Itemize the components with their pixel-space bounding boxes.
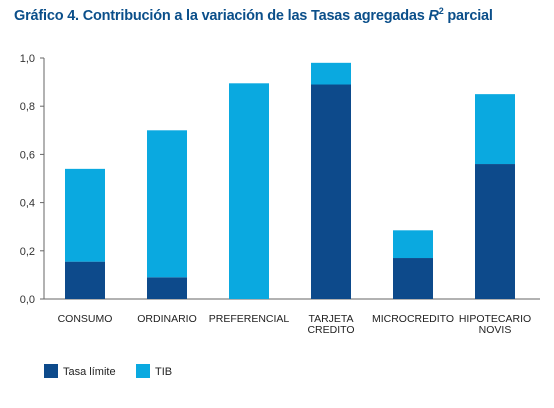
bar-segment-tib — [393, 230, 433, 259]
bar-segment-tib — [475, 94, 515, 165]
x-category-label: PREFERENCIAL — [209, 313, 290, 325]
y-tick-label: 0,4 — [20, 198, 35, 210]
legend-label-tib: TIB — [155, 366, 172, 378]
bar-segment-tib — [229, 83, 269, 300]
bar-segment-tasa-limite — [147, 277, 187, 299]
legend-swatch-tasa-limite — [44, 364, 58, 378]
y-tick-label: 0,0 — [20, 294, 35, 306]
bar-segment-tasa-limite — [65, 261, 105, 299]
bar-segment-tasa-limite — [475, 164, 515, 299]
y-tick-label: 0,2 — [20, 246, 35, 258]
x-category-label: MICROCREDITO — [372, 313, 454, 325]
x-category-label: ORDINARIO — [137, 313, 197, 325]
y-tick-label: 0,8 — [20, 101, 35, 113]
bar-segment-tib — [65, 168, 105, 262]
chart-title: Gráfico 4. Contribución a la variación d… — [14, 6, 493, 24]
x-category-label: NOVIS — [479, 324, 512, 336]
bar-segment-tib — [147, 130, 187, 278]
x-category-label: CREDITO — [307, 324, 354, 336]
x-category-label: CONSUMO — [58, 313, 113, 325]
y-tick-label: 0,6 — [20, 149, 35, 161]
bar-segment-tasa-limite — [393, 258, 433, 299]
bar-segment-tib — [311, 62, 351, 85]
x-category-label: TARJETA — [308, 313, 353, 325]
legend-swatch-tib — [136, 364, 150, 378]
bar-segment-tasa-limite — [311, 84, 351, 299]
x-category-label: HIPOTECARIO — [459, 313, 531, 325]
y-tick-label: 1,0 — [20, 53, 35, 65]
legend-label-tasa-limite: Tasa límite — [63, 366, 116, 378]
